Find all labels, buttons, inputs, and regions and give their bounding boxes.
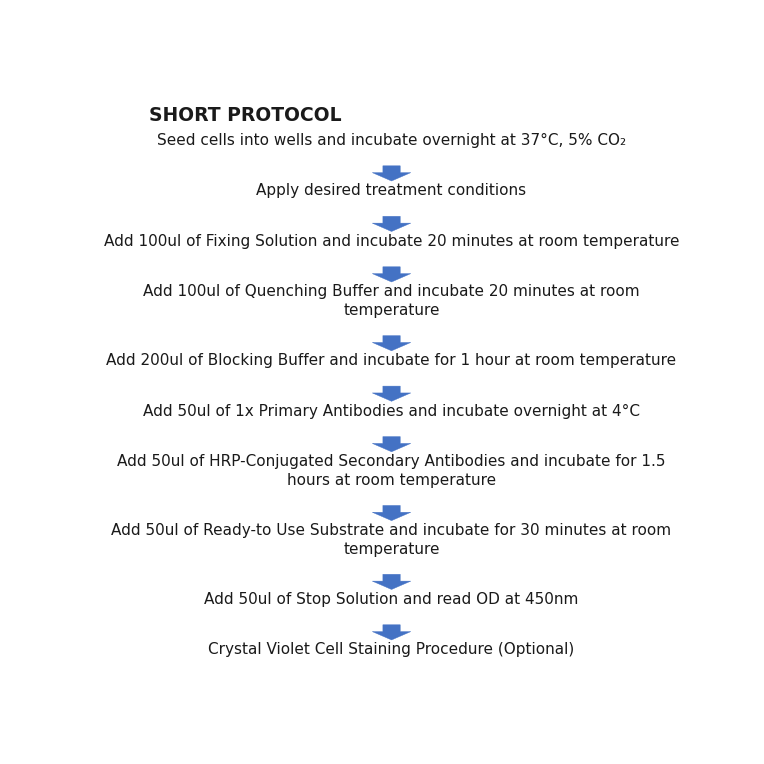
- Text: Add 50ul of Stop Solution and read OD at 450nm: Add 50ul of Stop Solution and read OD at…: [204, 592, 579, 607]
- Text: Crystal Violet Cell Staining Procedure (Optional): Crystal Violet Cell Staining Procedure (…: [209, 643, 575, 657]
- Polygon shape: [372, 436, 411, 452]
- Text: Seed cells into wells and incubate overnight at 37°C, 5% CO₂: Seed cells into wells and incubate overn…: [157, 133, 626, 148]
- Polygon shape: [372, 386, 411, 401]
- Text: Add 100ul of Quenching Buffer and incubate 20 minutes at room
temperature: Add 100ul of Quenching Buffer and incuba…: [143, 284, 640, 318]
- Polygon shape: [372, 335, 411, 351]
- Text: Add 100ul of Fixing Solution and incubate 20 minutes at room temperature: Add 100ul of Fixing Solution and incubat…: [104, 234, 679, 249]
- Polygon shape: [372, 506, 411, 520]
- Text: SHORT PROTOCOL: SHORT PROTOCOL: [149, 106, 342, 125]
- Text: Add 200ul of Blocking Buffer and incubate for 1 hour at room temperature: Add 200ul of Blocking Buffer and incubat…: [106, 353, 677, 368]
- Text: Add 50ul of Ready-to Use Substrate and incubate for 30 minutes at room
temperatu: Add 50ul of Ready-to Use Substrate and i…: [112, 523, 672, 557]
- Text: Add 50ul of HRP-Conjugated Secondary Antibodies and incubate for 1.5
hours at ro: Add 50ul of HRP-Conjugated Secondary Ant…: [118, 454, 665, 487]
- Text: Add 50ul of 1x Primary Antibodies and incubate overnight at 4°C: Add 50ul of 1x Primary Antibodies and in…: [143, 403, 640, 419]
- Polygon shape: [372, 575, 411, 590]
- Polygon shape: [372, 216, 411, 231]
- Polygon shape: [372, 625, 411, 640]
- Polygon shape: [372, 267, 411, 282]
- Polygon shape: [372, 166, 411, 181]
- Text: Apply desired treatment conditions: Apply desired treatment conditions: [257, 183, 526, 199]
